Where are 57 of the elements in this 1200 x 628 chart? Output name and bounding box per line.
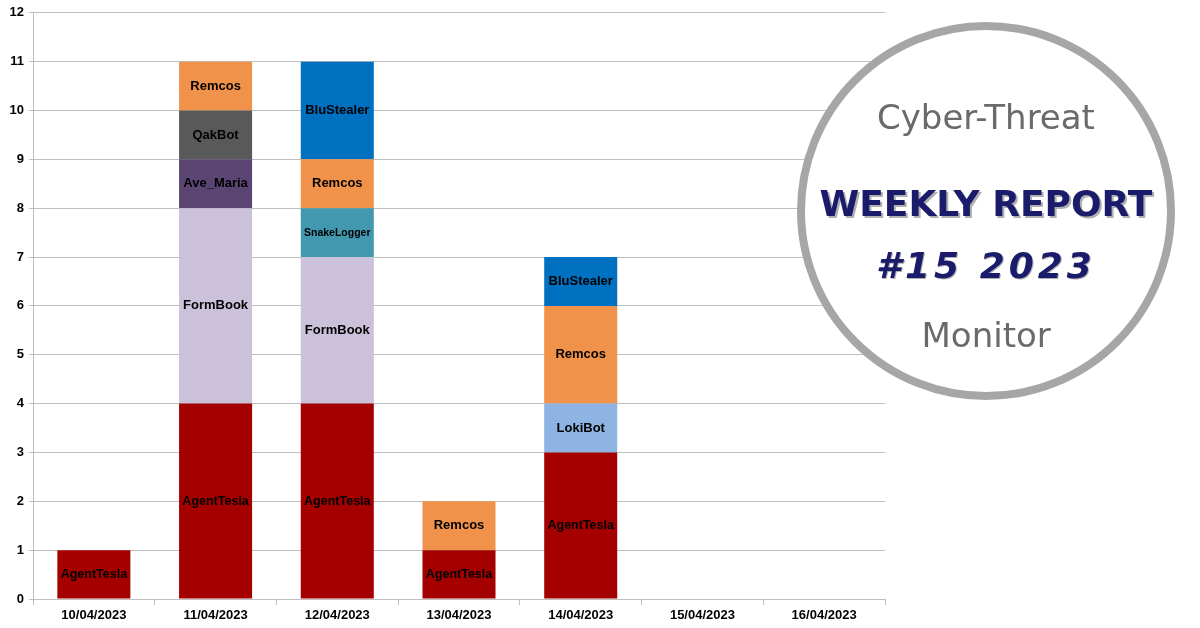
bar bbox=[544, 452, 618, 599]
text: Remcos bbox=[312, 175, 363, 191]
bar bbox=[300, 159, 374, 209]
text: WEEKLY REPORT bbox=[819, 183, 1153, 224]
y-tick-label: 0 bbox=[16, 590, 24, 606]
x-tick-label: 11/04/2023 bbox=[183, 607, 248, 623]
bar bbox=[179, 159, 253, 209]
series-label: FormBook bbox=[183, 297, 249, 313]
x-tick-label: 14/04/2023 bbox=[548, 607, 614, 623]
text: FormBook bbox=[304, 321, 370, 337]
bar bbox=[179, 110, 253, 160]
bar bbox=[544, 305, 618, 404]
y-tick-label: 11 bbox=[10, 53, 24, 69]
text: AgentTesla bbox=[60, 566, 128, 581]
y-tick-label: 7 bbox=[16, 248, 24, 264]
bar bbox=[179, 61, 253, 111]
bar bbox=[300, 403, 374, 599]
y-tick-label: 2 bbox=[16, 492, 24, 508]
text: AgentTesla bbox=[182, 493, 249, 508]
text: BluStealer bbox=[305, 102, 370, 118]
x-tick-label: 16/04/2023 bbox=[791, 607, 857, 623]
y-tick-label: 6 bbox=[16, 297, 24, 313]
bar bbox=[179, 403, 253, 599]
x-tick-label: 10/04/2023 bbox=[61, 607, 127, 623]
y-tick-label: 8 bbox=[16, 199, 24, 215]
y-tick-label: 5 bbox=[16, 346, 24, 362]
series-label: Remcos bbox=[433, 517, 485, 533]
bar bbox=[300, 257, 374, 404]
y-tick-label: 10 bbox=[9, 102, 24, 118]
text: AgentTesla bbox=[547, 517, 614, 532]
x-tick-label: 15/04/2023 bbox=[669, 607, 735, 623]
y-tick-label: 1 bbox=[16, 541, 24, 557]
bar bbox=[422, 550, 496, 599]
series-label: BluStealer bbox=[548, 273, 613, 289]
text: #15 2023 bbox=[876, 245, 1096, 286]
bar bbox=[300, 61, 374, 160]
bar bbox=[57, 550, 131, 599]
text: Remcos bbox=[555, 346, 606, 362]
text: Remcos bbox=[190, 77, 241, 93]
series-label: AgentTesla bbox=[425, 566, 494, 581]
x-tick-label: 13/04/2023 bbox=[426, 607, 492, 623]
y-tick-label: 9 bbox=[16, 150, 24, 166]
y-tick-label: 4 bbox=[16, 395, 25, 411]
y-tick-label: 3 bbox=[16, 444, 24, 460]
text: AgentTesla bbox=[304, 493, 371, 508]
series-label: Ave_Maria bbox=[183, 175, 249, 191]
series-label: LokiBot bbox=[556, 419, 606, 435]
text: Monitor bbox=[921, 315, 1051, 355]
y-tick-label: 12 bbox=[9, 4, 24, 20]
bar bbox=[179, 208, 253, 404]
bar bbox=[300, 208, 374, 258]
bar bbox=[422, 501, 496, 551]
bar bbox=[544, 403, 618, 453]
series-label: QakBot bbox=[192, 126, 240, 142]
annotation: Cyber-Threat bbox=[877, 97, 1095, 137]
series-label: SnakeLogger bbox=[304, 225, 371, 238]
x-tick-label: 12/04/2023 bbox=[304, 607, 370, 623]
